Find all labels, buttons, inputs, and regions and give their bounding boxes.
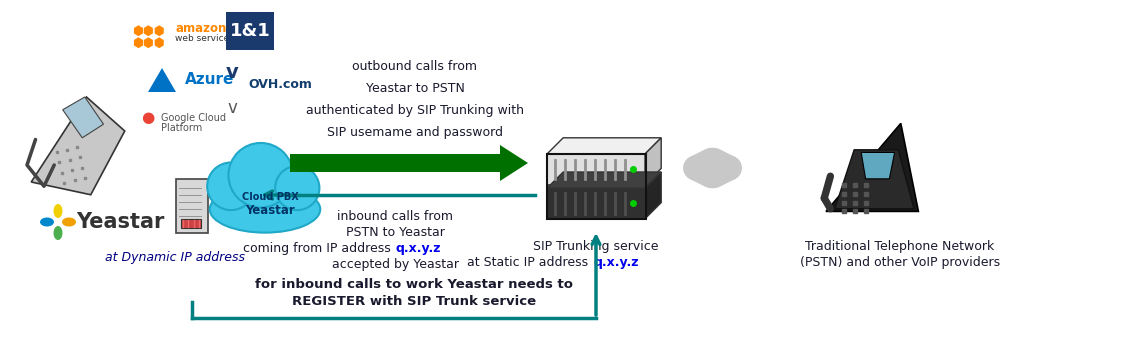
Text: Yeastar: Yeastar xyxy=(76,212,164,232)
Ellipse shape xyxy=(40,218,54,226)
Text: amazon: amazon xyxy=(175,22,227,35)
Text: accepted by Yeastar: accepted by Yeastar xyxy=(331,258,458,271)
Ellipse shape xyxy=(210,186,320,233)
Text: SIP usemame and password: SIP usemame and password xyxy=(327,126,503,139)
Ellipse shape xyxy=(208,162,255,210)
Text: ⅴ: ⅴ xyxy=(227,99,237,117)
FancyBboxPatch shape xyxy=(176,179,208,233)
Ellipse shape xyxy=(275,166,319,210)
Text: PSTN to Yeastar: PSTN to Yeastar xyxy=(346,226,445,239)
Polygon shape xyxy=(547,172,661,188)
FancyBboxPatch shape xyxy=(547,188,646,219)
Text: inbound calls from: inbound calls from xyxy=(337,210,453,223)
Text: Traditional Telephone Network: Traditional Telephone Network xyxy=(805,240,995,253)
Text: OVH.com: OVH.com xyxy=(248,79,312,92)
Polygon shape xyxy=(827,123,919,211)
Text: outbound calls from: outbound calls from xyxy=(353,60,477,73)
Ellipse shape xyxy=(62,218,76,226)
Text: Yeastar: Yeastar xyxy=(245,205,295,218)
Text: q.x.y.z: q.x.y.z xyxy=(594,256,639,269)
FancyBboxPatch shape xyxy=(547,154,646,185)
Text: 1&1: 1&1 xyxy=(229,22,271,40)
Text: for inbound calls to work Yeastar needs to: for inbound calls to work Yeastar needs … xyxy=(255,278,573,291)
Polygon shape xyxy=(148,68,176,92)
Text: authenticated by SIP Trunking with: authenticated by SIP Trunking with xyxy=(305,104,524,117)
Text: REGISTER with SIP Trunk service: REGISTER with SIP Trunk service xyxy=(292,295,536,308)
Ellipse shape xyxy=(228,143,293,208)
Text: q.x.y.z: q.x.y.z xyxy=(395,242,440,255)
Text: SIP Trunking service: SIP Trunking service xyxy=(533,240,659,253)
Polygon shape xyxy=(834,150,914,209)
Text: Platform: Platform xyxy=(161,123,202,133)
Text: at Dynamic IP address: at Dynamic IP address xyxy=(104,251,245,264)
Polygon shape xyxy=(861,153,895,179)
Text: ⅴ: ⅴ xyxy=(226,63,238,81)
FancyBboxPatch shape xyxy=(181,219,201,228)
Text: Azure: Azure xyxy=(185,73,235,88)
Text: ⬢⬢⬢
⬢⬢⬢: ⬢⬢⬢ ⬢⬢⬢ xyxy=(131,25,164,50)
Text: coming from IP address: coming from IP address xyxy=(244,242,395,255)
Text: ●: ● xyxy=(141,110,155,126)
Polygon shape xyxy=(645,172,661,219)
Text: web services: web services xyxy=(175,34,234,43)
Polygon shape xyxy=(547,138,661,154)
Text: Google Cloud: Google Cloud xyxy=(161,113,226,123)
Text: Yeastar to PSTN: Yeastar to PSTN xyxy=(366,82,465,95)
Text: at Static IP address: at Static IP address xyxy=(467,256,592,269)
Polygon shape xyxy=(63,97,103,138)
Text: (PSTN) and other VoIP providers: (PSTN) and other VoIP providers xyxy=(800,256,1001,269)
FancyBboxPatch shape xyxy=(226,12,274,50)
Polygon shape xyxy=(290,145,528,181)
Text: Cloud PBX: Cloud PBX xyxy=(241,192,299,202)
Polygon shape xyxy=(645,138,661,185)
Polygon shape xyxy=(31,97,125,195)
Ellipse shape xyxy=(54,226,63,240)
Ellipse shape xyxy=(54,204,63,218)
